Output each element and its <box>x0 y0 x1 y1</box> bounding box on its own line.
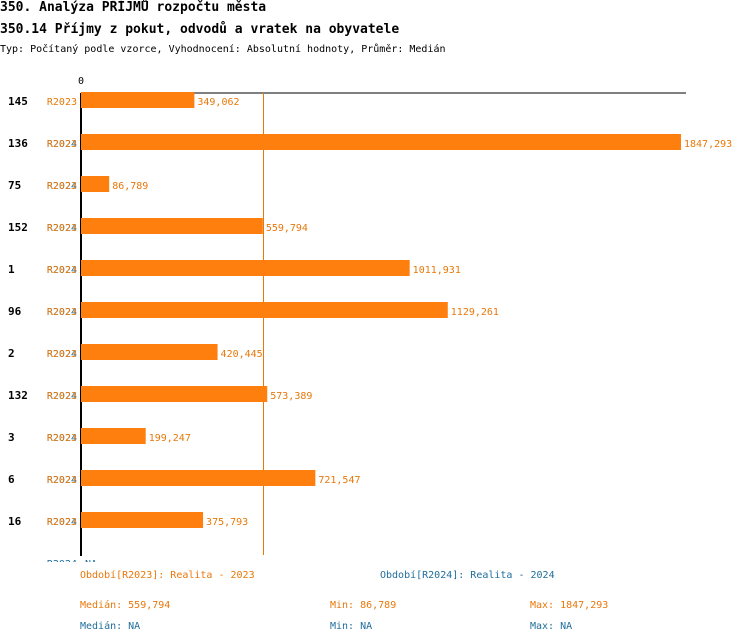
legend-r2023: Období[R2023]: Realita - 2023 <box>80 570 255 581</box>
stat-max-r2023: Max: 1847,293 <box>530 600 609 611</box>
series-label-r2023: R2023 <box>47 97 77 108</box>
bar-r2023 <box>81 134 681 150</box>
series-label-r2024: R2024 <box>47 307 77 318</box>
stat-median-r2023: Medián: 559,794 <box>80 600 171 611</box>
series-label-r2024: R2024 <box>47 475 77 486</box>
series-label-r2023: R2023 <box>47 517 77 528</box>
category-label: 1 <box>8 263 15 276</box>
axis-zero-label: 0 <box>78 76 84 87</box>
stat-min-r2024: Min: NA <box>330 621 373 632</box>
data-label-r2023: 1847,293 <box>684 139 732 150</box>
category-label: 6 <box>8 473 15 486</box>
data-label-r2023: 1011,931 <box>413 265 461 276</box>
data-label-r2023: 420,445 <box>221 349 263 360</box>
series-label-r2023: R2023 <box>47 349 77 360</box>
series-label-r2023: R2023 <box>47 391 77 402</box>
stat-min-r2023: Min: 86,789 <box>330 600 397 611</box>
series-label-r2024: R2024 <box>47 349 77 360</box>
stat-max-r2024: Max: NA <box>530 621 573 632</box>
series-label-r2023: R2023 <box>47 475 77 486</box>
data-label-r2023: 1129,261 <box>451 307 499 318</box>
bar-r2023 <box>81 218 263 234</box>
bar-r2023 <box>81 470 316 486</box>
bar-r2023 <box>81 302 448 318</box>
bar-r2023 <box>81 92 195 108</box>
page-title: 350. Analýza PŘÍJMŮ rozpočtu města <box>0 0 267 15</box>
series-label-r2024: R2024 <box>47 223 77 234</box>
series-label-r2023: R2023 <box>47 181 77 192</box>
series-label-r2023: R2023 <box>47 265 77 276</box>
bar-r2023 <box>81 512 204 528</box>
data-label-r2023: 573,389 <box>270 391 312 402</box>
chart-subtitle: 350.14 Příjmy z pokut, odvodů a vratek n… <box>0 22 400 37</box>
series-label-r2023: R2023 <box>47 307 77 318</box>
bar-r2023 <box>81 260 410 276</box>
category-label: 152 <box>8 221 28 234</box>
chart-parameters: Typ: Počítaný podle vzorce, Vyhodnocení:… <box>0 44 446 55</box>
category-label: 96 <box>8 305 22 318</box>
series-label-r2024: R2024 <box>47 559 77 562</box>
category-label: 145 <box>8 95 28 108</box>
legend-r2024: Období[R2024]: Realita - 2024 <box>380 570 555 581</box>
series-label-r2024: R2024 <box>47 391 77 402</box>
data-label-r2024: NA <box>85 559 97 562</box>
data-label-r2023: 349,062 <box>197 97 239 108</box>
data-label-r2023: 721,547 <box>318 475 360 486</box>
bar-r2023 <box>81 344 218 360</box>
series-label-r2023: R2023 <box>47 139 77 150</box>
series-label-r2023: R2023 <box>47 223 77 234</box>
series-label-r2024: R2024 <box>47 265 77 276</box>
category-label: 75 <box>8 179 21 192</box>
category-label: 2 <box>8 347 15 360</box>
bar-r2023 <box>81 176 110 192</box>
bar-r2023 <box>81 386 268 402</box>
category-label: 136 <box>8 137 28 150</box>
series-label-r2024: R2024 <box>47 181 77 192</box>
data-label-r2023: 199,247 <box>149 433 191 444</box>
bar-chart: 0145R2023R2024349,062NA136R2023R20241847… <box>8 76 732 562</box>
stat-median-r2024: Medián: NA <box>80 621 141 632</box>
category-label: 16 <box>8 515 22 528</box>
category-label: 132 <box>8 389 28 402</box>
data-label-r2023: 86,789 <box>112 181 148 192</box>
series-label-r2024: R2024 <box>47 139 77 150</box>
bar-r2023 <box>81 428 146 444</box>
series-label-r2024: R2024 <box>47 517 77 528</box>
data-label-r2023: 375,793 <box>206 517 248 528</box>
series-label-r2023: R2023 <box>47 433 77 444</box>
data-label-r2023: 559,794 <box>266 223 308 234</box>
series-label-r2024: R2024 <box>47 433 77 444</box>
category-label: 3 <box>8 431 15 444</box>
